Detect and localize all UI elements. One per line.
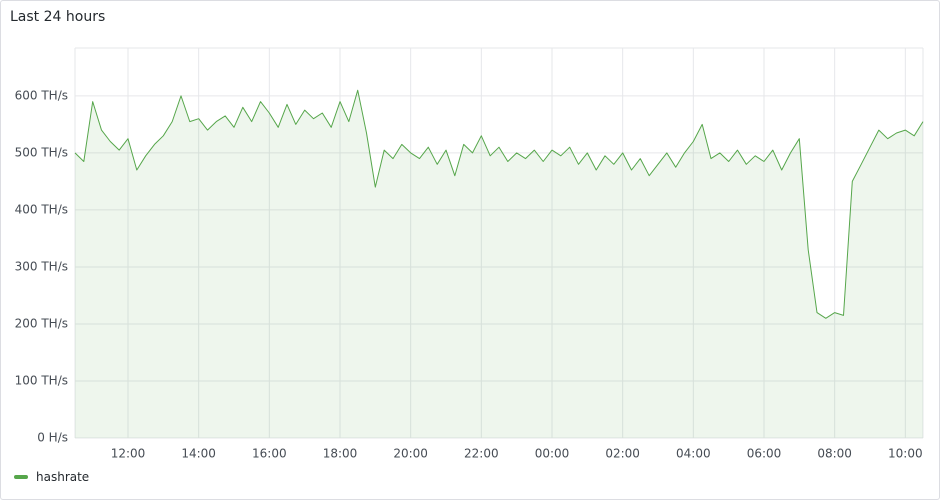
x-tick-label: 02:00 [605,447,640,461]
y-tick-label: 0 H/s [37,431,68,445]
legend[interactable]: hashrate [14,470,89,484]
x-tick-label: 12:00 [111,447,146,461]
x-tick-label: 20:00 [393,447,428,461]
y-tick-label: 600 TH/s [15,88,68,102]
line [74,89,924,319]
legend-label[interactable]: hashrate [36,470,90,484]
x-tick-label: 18:00 [323,447,358,461]
x-tick-label: 04:00 [676,447,711,461]
x-tick-label: 10:00 [888,447,923,461]
x-tick-label: 14:00 [181,447,216,461]
y-tick-label: 300 TH/s [15,259,68,273]
x-tick-label: 06:00 [747,447,782,461]
y-tick-label: 400 TH/s [15,202,68,216]
x-tick-label: 22:00 [464,447,499,461]
panel-title: Last 24 hours [10,9,106,25]
area-fill [75,90,923,438]
y-tick-label: 500 TH/s [15,145,68,159]
x-tick-label: 16:00 [252,447,287,461]
y-tick-label: 200 TH/s [15,316,68,330]
x-tick-label: 00:00 [535,447,570,461]
legend-swatch [14,475,28,479]
y-tick-label: 100 TH/s [15,373,68,387]
x-tick-label: 08:00 [817,447,852,461]
